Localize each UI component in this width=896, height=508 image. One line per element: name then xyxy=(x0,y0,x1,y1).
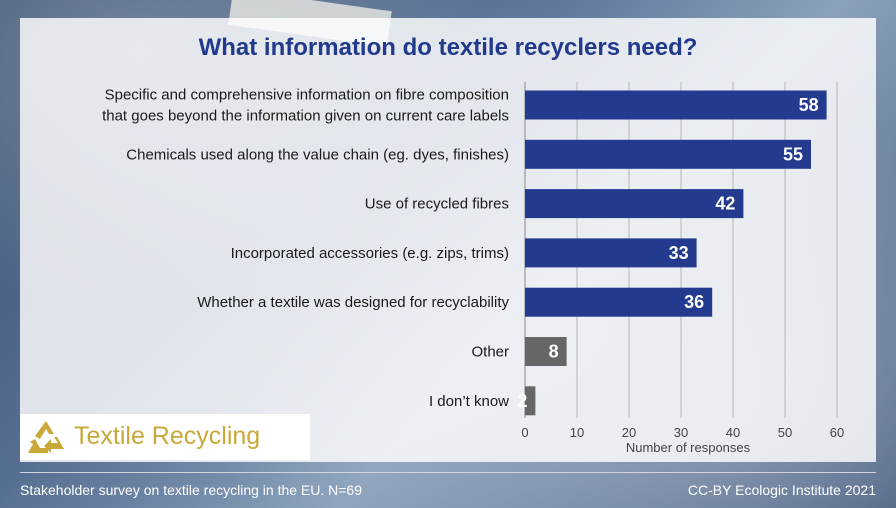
x-tick-label: 10 xyxy=(570,425,584,440)
chart-title: What information do textile recyclers ne… xyxy=(198,34,698,61)
x-tick-label: 40 xyxy=(726,425,740,440)
bar-value-label: 36 xyxy=(684,292,704,312)
bar-value-label: 2 xyxy=(517,391,527,411)
bar xyxy=(525,337,567,366)
bar xyxy=(525,90,827,120)
category-label: Other xyxy=(471,344,509,361)
bar xyxy=(525,238,697,268)
logo-text: Textile Recycling xyxy=(74,422,261,450)
x-tick-label: 50 xyxy=(778,425,792,440)
footer-source: Stakeholder survey on textile recycling … xyxy=(20,482,363,498)
category-label: Specific and comprehensive information o… xyxy=(105,87,509,104)
bar xyxy=(525,139,811,169)
x-axis-label: Number of responses xyxy=(626,440,751,455)
footer-divider xyxy=(20,472,876,473)
bar xyxy=(525,287,713,317)
bar-value-label: 55 xyxy=(783,144,803,164)
bar xyxy=(525,189,744,219)
logo-badge: Textile Recycling xyxy=(20,414,310,460)
category-label: Use of recycled fibres xyxy=(365,196,509,213)
x-tick-label: 20 xyxy=(622,425,636,440)
category-label: I don’t know xyxy=(429,393,509,410)
bar xyxy=(525,386,536,416)
x-tick-label: 0 xyxy=(521,425,528,440)
bar-value-label: 8 xyxy=(549,342,559,362)
footer-credit: CC-BY Ecologic Institute 2021 xyxy=(687,482,876,498)
x-tick-label: 60 xyxy=(830,425,844,440)
recycle-icon xyxy=(26,419,66,460)
bar-value-label: 33 xyxy=(669,243,689,263)
bar-value-label: 58 xyxy=(799,95,819,115)
category-label: Incorporated accessories (e.g. zips, tri… xyxy=(231,245,509,262)
category-label: Chemicals used along the value chain (eg… xyxy=(126,146,509,163)
x-tick-label: 30 xyxy=(674,425,688,440)
bar-value-label: 42 xyxy=(715,194,735,214)
category-label: Whether a textile was designed for recyc… xyxy=(197,294,509,311)
category-label: that goes beyond the information given o… xyxy=(102,108,509,125)
